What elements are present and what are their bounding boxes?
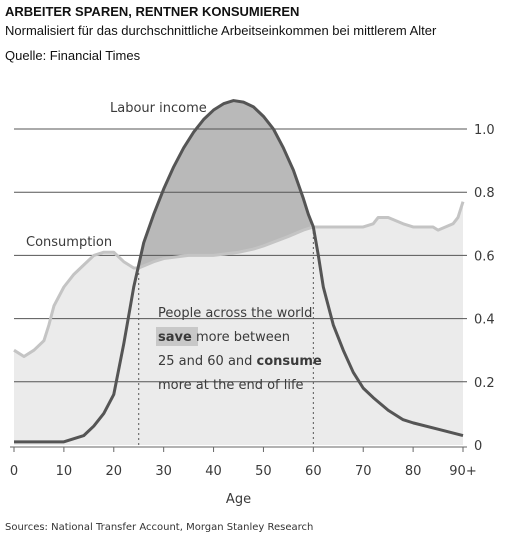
annotation-line-2: save more between [158, 330, 290, 345]
y-tick-label: 0 [474, 439, 482, 454]
x-tick-label: 90+ [449, 464, 476, 479]
y-tick-label: 0.8 [474, 186, 495, 201]
x-tick-label: 10 [56, 464, 73, 479]
x-axis-label: Age [226, 492, 251, 507]
savings-area [138, 100, 311, 269]
y-tick-label: 0.4 [474, 313, 495, 328]
annotation-consume: consume [257, 354, 322, 369]
chart-source: Quelle: Financial Times [5, 48, 141, 63]
annotation-line-3: 25 and 60 and consume [158, 354, 322, 369]
x-tick-label: 40 [205, 464, 222, 479]
consumption-line [13, 201, 465, 359]
save-highlight [156, 327, 198, 346]
x-tick-label: 30 [155, 464, 172, 479]
chart-title: ARBEITER SPAREN, RENTNER KONSUMIEREN [5, 4, 300, 19]
annotation-line-2-rest: more between [192, 330, 290, 345]
x-tick-label: 20 [106, 464, 123, 479]
x-tick-label: 70 [355, 464, 372, 479]
source-footnote: Sources: National Transfer Account, Morg… [5, 522, 313, 533]
annotation-line-3-start: 25 and 60 and [158, 354, 257, 369]
chart-subtitle: Normalisiert für das durchschnittliche A… [5, 23, 437, 38]
consumption-area [14, 201, 463, 445]
x-tick-label: 0 [10, 464, 18, 479]
y-tick-label: 1.0 [474, 123, 495, 138]
labour-income-line [14, 99, 464, 444]
x-tick-label: 60 [305, 464, 322, 479]
x-tick-label: 50 [255, 464, 272, 479]
series-label-consumption: Consumption [26, 235, 112, 250]
series-label-labour-income: Labour income [110, 101, 207, 116]
annotation-line-4: more at the end of life [158, 378, 304, 393]
y-tick-label: 0.2 [474, 376, 495, 391]
annotation-save: save [158, 330, 192, 345]
annotation-line-1: People across the world [158, 306, 312, 321]
x-tick-label: 80 [405, 464, 422, 479]
y-tick-label: 0.6 [474, 249, 495, 264]
